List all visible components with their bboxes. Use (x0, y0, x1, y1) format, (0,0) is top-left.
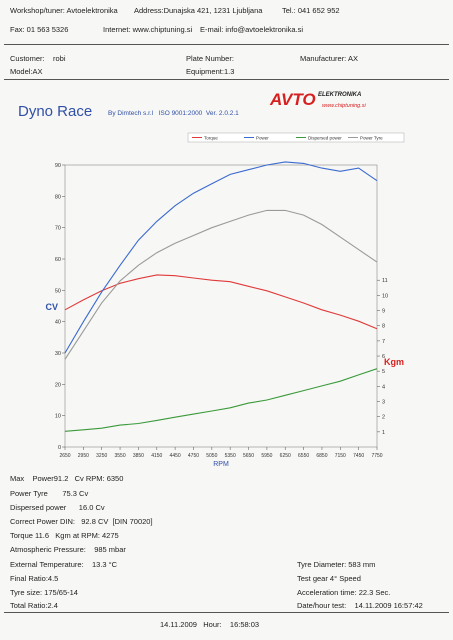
result-line: Torque 11.6 Kgm at RPM: 4275 (10, 531, 119, 540)
result-line: Date/hour test: 14.11.2009 16:57:42 (297, 601, 423, 610)
result-line: Power Tyre 75.3 Cv (10, 489, 89, 498)
x-tick-label: 4750 (188, 453, 199, 459)
report-title: Dyno Race (18, 103, 93, 120)
x-tick-label: 3550 (114, 453, 125, 459)
x-tick-label: 5350 (225, 453, 236, 459)
x-tick-label: 5950 (261, 453, 272, 459)
model: Model:AX (10, 67, 43, 76)
y2-tick-label: 5 (382, 369, 385, 375)
result-line: Total Ratio:2.4 (10, 601, 58, 610)
x-tick-label: 5650 (243, 453, 254, 459)
y-tick-label: 40 (55, 320, 61, 326)
x-tick-label: 3250 (96, 453, 107, 459)
email: E-mail: info@avtoelektronika.si (200, 25, 304, 34)
y2-tick-label: 11 (382, 278, 388, 284)
manufacturer: Manufacturer: AX (300, 54, 358, 63)
customer-label: Customer: (10, 54, 45, 63)
y2-tick-label: 3 (382, 400, 385, 406)
workshop: Workshop/tuner: Avtoelektronika (10, 6, 118, 15)
x-tick-label: 4150 (151, 453, 162, 459)
rule (4, 79, 449, 80)
y2-tick-label: 4 (382, 384, 385, 390)
legend-label: Power (256, 136, 269, 141)
y2-tick-label: 1 (382, 430, 385, 436)
result-line: Atmospheric Pressure: 985 mbar (10, 545, 126, 554)
y2-tick-label: 7 (382, 339, 385, 345)
y2-tick-label: 2 (382, 415, 385, 421)
y-tick-label: 90 (55, 163, 61, 169)
x-tick-label: 4450 (170, 453, 181, 459)
footer: 14.11.2009 Hour: 16:58:03 (160, 620, 260, 629)
result-line: Max Power91.2 Cv RPM: 6350 (10, 474, 124, 483)
rule (4, 44, 449, 45)
y-tick-label: 70 (55, 226, 61, 232)
x-axis-label: RPM (213, 461, 229, 468)
internet: Internet: www.chiptuning.si (103, 25, 193, 34)
y2-tick-label: 6 (382, 354, 385, 360)
result-line: Tyre Diameter: 583 mm (297, 560, 376, 569)
y-tick-label: 30 (55, 351, 61, 357)
result-line: Correct Power DIN: 92.8 CV [DIN 70020] (10, 517, 153, 526)
y-tick-label: 80 (55, 194, 61, 200)
series-line (64, 274, 378, 330)
series-line (64, 368, 378, 432)
fax: Fax: 01 563 5326 (10, 25, 69, 34)
logo-url: www.chiptuning.si (322, 103, 366, 109)
x-tick-label: 2650 (59, 453, 70, 459)
result-line: Acceleration time: 22.3 Sec. (297, 588, 391, 597)
equipment: Equipment:1.3 (186, 67, 235, 76)
legend-label: Dispersed power (308, 136, 342, 141)
legend-label: Power Tyre (360, 136, 383, 141)
y2-axis-label: Kgm (384, 357, 404, 367)
tel: Tel.: 041 652 952 (282, 6, 340, 15)
y-tick-label: 0 (58, 445, 61, 451)
series-line (64, 209, 378, 360)
customer: robi (53, 54, 66, 63)
logo: AVTO (270, 90, 316, 109)
x-tick-label: 6850 (316, 453, 327, 459)
legend-label: Torque (204, 136, 218, 141)
result-line: Final Ratio:4.5 (10, 574, 59, 583)
x-tick-label: 6250 (280, 453, 291, 459)
x-tick-label: 2950 (78, 453, 89, 459)
plot-frame (64, 164, 378, 448)
x-tick-label: 7450 (353, 453, 364, 459)
logo-small: ELEKTRONIKA (318, 92, 362, 98)
result-line: Dispersed power 16.0 Cv (10, 503, 105, 512)
y-tick-label: 20 (55, 382, 61, 388)
report-subtitle: By Dimtech s.r.l ISO 9001:2000 Ver. 2.0.… (108, 110, 239, 117)
y2-tick-label: 8 (382, 324, 385, 330)
y-tick-label: 10 (55, 414, 61, 420)
result-line: External Temperature: 13.3 °C (10, 560, 118, 569)
y2-tick-label: 10 (382, 293, 388, 299)
series-line (64, 161, 378, 354)
x-tick-label: 6550 (298, 453, 309, 459)
y-tick-label: 60 (55, 257, 61, 263)
address: Address:Dunajska 421, 1231 Ljubljana (134, 6, 263, 15)
plate: Plate Number: (186, 54, 234, 63)
result-line: Tyre size: 175/65-14 (10, 588, 78, 597)
y-axis-label: CV (45, 302, 58, 312)
x-tick-label: 5050 (206, 453, 217, 459)
rule (4, 612, 449, 613)
y2-tick-label: 9 (382, 309, 385, 315)
x-tick-label: 7750 (371, 453, 382, 459)
result-line: Test gear 4° Speed (297, 574, 361, 583)
y-tick-label: 50 (55, 288, 61, 294)
x-tick-label: 7150 (335, 453, 346, 459)
x-tick-label: 3850 (133, 453, 144, 459)
